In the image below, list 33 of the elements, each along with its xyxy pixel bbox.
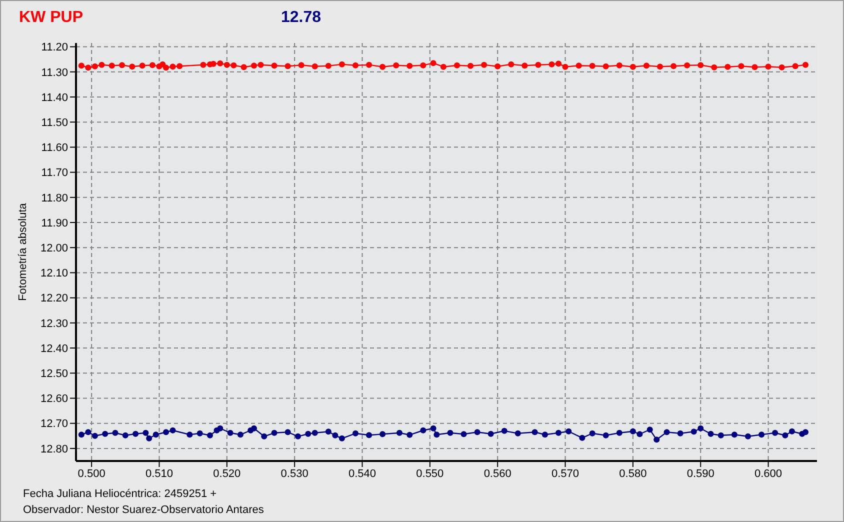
y-tick-label: 12.20 [40, 292, 68, 305]
x-tick-label: 0.560 [484, 468, 512, 480]
y-tick-label: 11.70 [41, 167, 68, 180]
x-tick-label: 0.520 [213, 468, 241, 480]
x-tick-label: 0.590 [686, 468, 714, 480]
chart-title: KW PUP [19, 9, 83, 27]
x-tick-label: 0.580 [619, 468, 647, 480]
y-tick-label: 11.60 [41, 142, 68, 154]
y-tick-label: 11.50 [41, 116, 68, 129]
text: Observador: Nestor Suarez-Observatorio Antares [23, 504, 264, 516]
x-tick-label: 0.540 [348, 468, 376, 480]
y-tick-label: 11.20 [41, 42, 68, 54]
x-tick-label: 0.570 [551, 468, 580, 480]
x-tick-label: 0.550 [416, 468, 444, 480]
y-tick-label: 12.00 [40, 242, 68, 255]
y-tick-label: 11.30 [41, 66, 68, 79]
x-tick-label: 0.530 [280, 468, 308, 480]
x-tick-label: 0.600 [754, 468, 782, 480]
x-tick-label: 0.510 [145, 468, 173, 480]
y-tick-label: 12.60 [40, 393, 68, 406]
y-tick-label: 11.40 [41, 92, 68, 104]
x-tick-label: 0.500 [78, 468, 106, 480]
x-axis-title: Fecha Juliana Heliocéntrica: 2459251 + [23, 488, 217, 500]
y-tick-label: 12.30 [40, 318, 68, 330]
y-tick-label: 12.80 [40, 443, 68, 456]
y-tick-label: 12.40 [40, 342, 68, 355]
y-tick-label: 12.10 [40, 268, 68, 280]
y-tick-label: 11.80 [41, 192, 68, 204]
y-tick-label: 12.70 [40, 418, 68, 430]
y-axis-title: Fotometría absoluta [16, 202, 29, 301]
y-tick-label: 11.90 [41, 217, 68, 230]
y-tick-label: 12.50 [40, 368, 68, 380]
chart-subtitle: 12.78 [281, 9, 322, 27]
